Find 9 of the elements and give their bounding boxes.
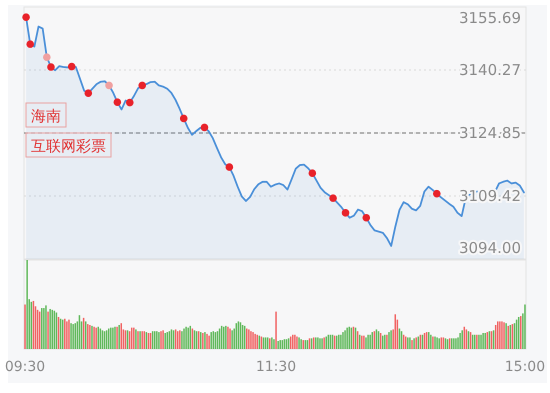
- y-tick-label: 3155.69: [458, 9, 521, 27]
- x-tick-label: 11:30: [256, 359, 296, 375]
- annotation: 互联网彩票: [31, 137, 106, 155]
- x-tick-label: 15:00: [504, 359, 546, 375]
- y-tick-label: 3140.27: [458, 60, 521, 79]
- y-tick-label: 3124.85: [458, 124, 521, 142]
- y-tick-label: 3094.00: [458, 239, 521, 257]
- annotation: 海南: [31, 107, 61, 125]
- x-tick-label: 09:30: [4, 359, 46, 375]
